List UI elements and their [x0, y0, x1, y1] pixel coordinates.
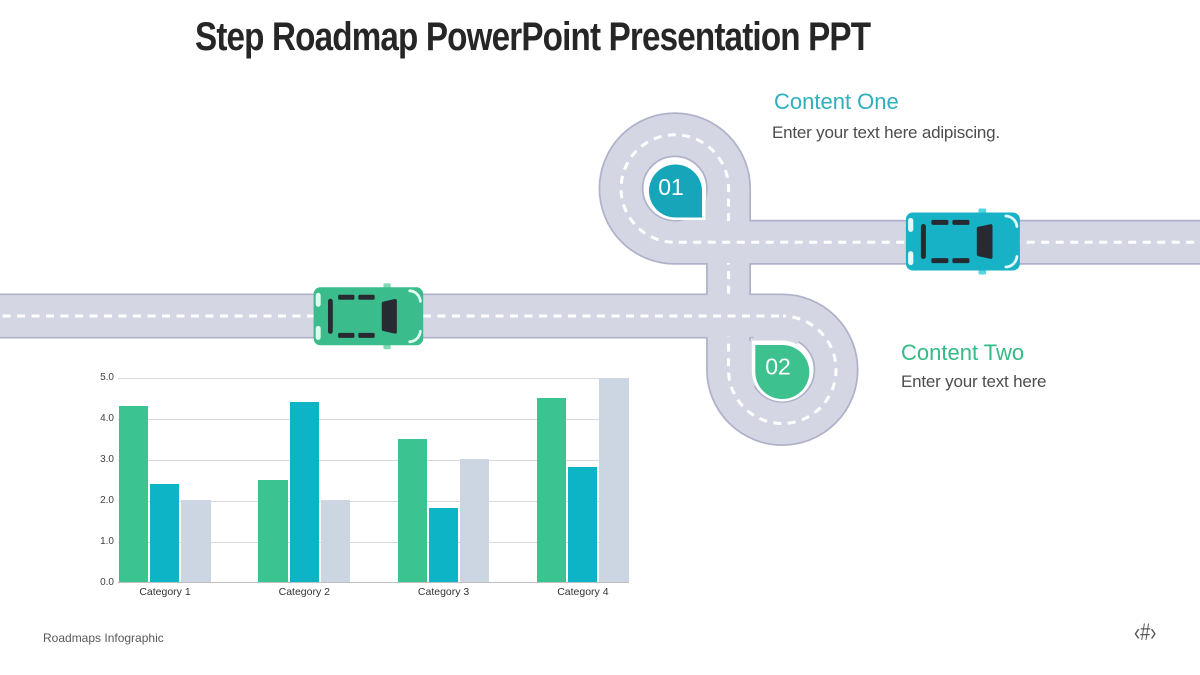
svg-text:02: 02	[765, 354, 791, 380]
svg-text:01: 01	[658, 174, 684, 200]
